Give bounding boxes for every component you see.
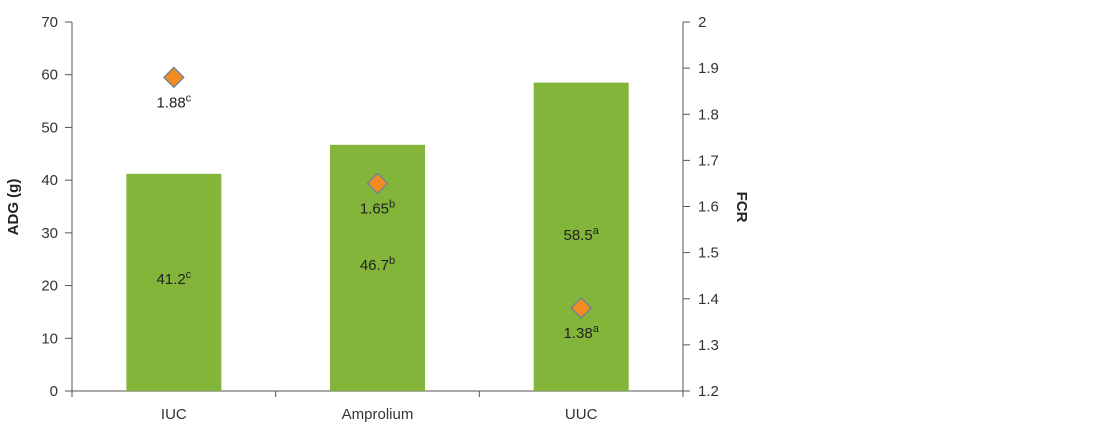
right-tick-label: 1.9 xyxy=(698,60,719,77)
adg-bar-labels: 41.2c 46.7b 58.5a xyxy=(156,225,599,288)
adg-bar-value-label: 41.2c xyxy=(156,269,191,288)
category-label: UUC xyxy=(565,406,598,423)
adg-bar-value-label: 58.5a xyxy=(564,225,600,244)
fcr-value-label: 1.65b xyxy=(360,198,395,217)
right-y-axis-title: FCR xyxy=(733,192,750,223)
right-tick-label: 1.2 xyxy=(698,383,719,400)
left-y-axis-title: ADG (g) xyxy=(5,179,22,236)
adg-bars xyxy=(126,82,629,391)
fcr-diamond-marker xyxy=(162,66,185,89)
fcr-value-label: 1.38a xyxy=(564,323,600,342)
right-tick-label: 1.5 xyxy=(698,245,719,262)
fcr-diamond-marker xyxy=(570,297,593,319)
left-tick-label: 30 xyxy=(41,225,58,242)
category-labels: IUC Amprolium UUC xyxy=(71,391,684,423)
left-tick-label: 10 xyxy=(41,330,58,347)
left-tick-label: 60 xyxy=(41,67,58,84)
left-tick-label: 70 xyxy=(41,14,58,31)
left-y-axis-ticks: 0 10 20 30 40 50 60 70 xyxy=(41,14,72,400)
right-tick-label: 1.3 xyxy=(698,337,719,354)
adg-bar xyxy=(533,82,629,391)
fcr-marker-labels: 1.88c 1.65b 1.38a xyxy=(156,92,599,342)
left-tick-label: 20 xyxy=(41,278,58,295)
adg-bar xyxy=(126,173,222,391)
left-tick-label: 50 xyxy=(41,119,58,136)
adg-bar-value-label: 46.7b xyxy=(360,255,395,274)
category-label: Amprolium xyxy=(342,406,414,423)
left-tick-label: 0 xyxy=(50,383,58,400)
fcr-value-label: 1.88c xyxy=(156,92,191,111)
category-label: IUC xyxy=(161,406,187,423)
right-tick-label: 1.8 xyxy=(698,106,719,123)
fcr-markers xyxy=(162,66,593,319)
right-tick-label: 1.6 xyxy=(698,199,719,216)
right-y-axis-ticks: 1.2 1.3 1.4 1.5 1.6 1.7 1.8 1.9 2 xyxy=(683,14,719,400)
right-tick-label: 2 xyxy=(698,14,706,31)
fcr-diamond-marker xyxy=(366,172,389,195)
right-tick-label: 1.7 xyxy=(698,152,719,169)
right-tick-label: 1.4 xyxy=(698,291,719,308)
left-tick-label: 40 xyxy=(41,172,58,189)
